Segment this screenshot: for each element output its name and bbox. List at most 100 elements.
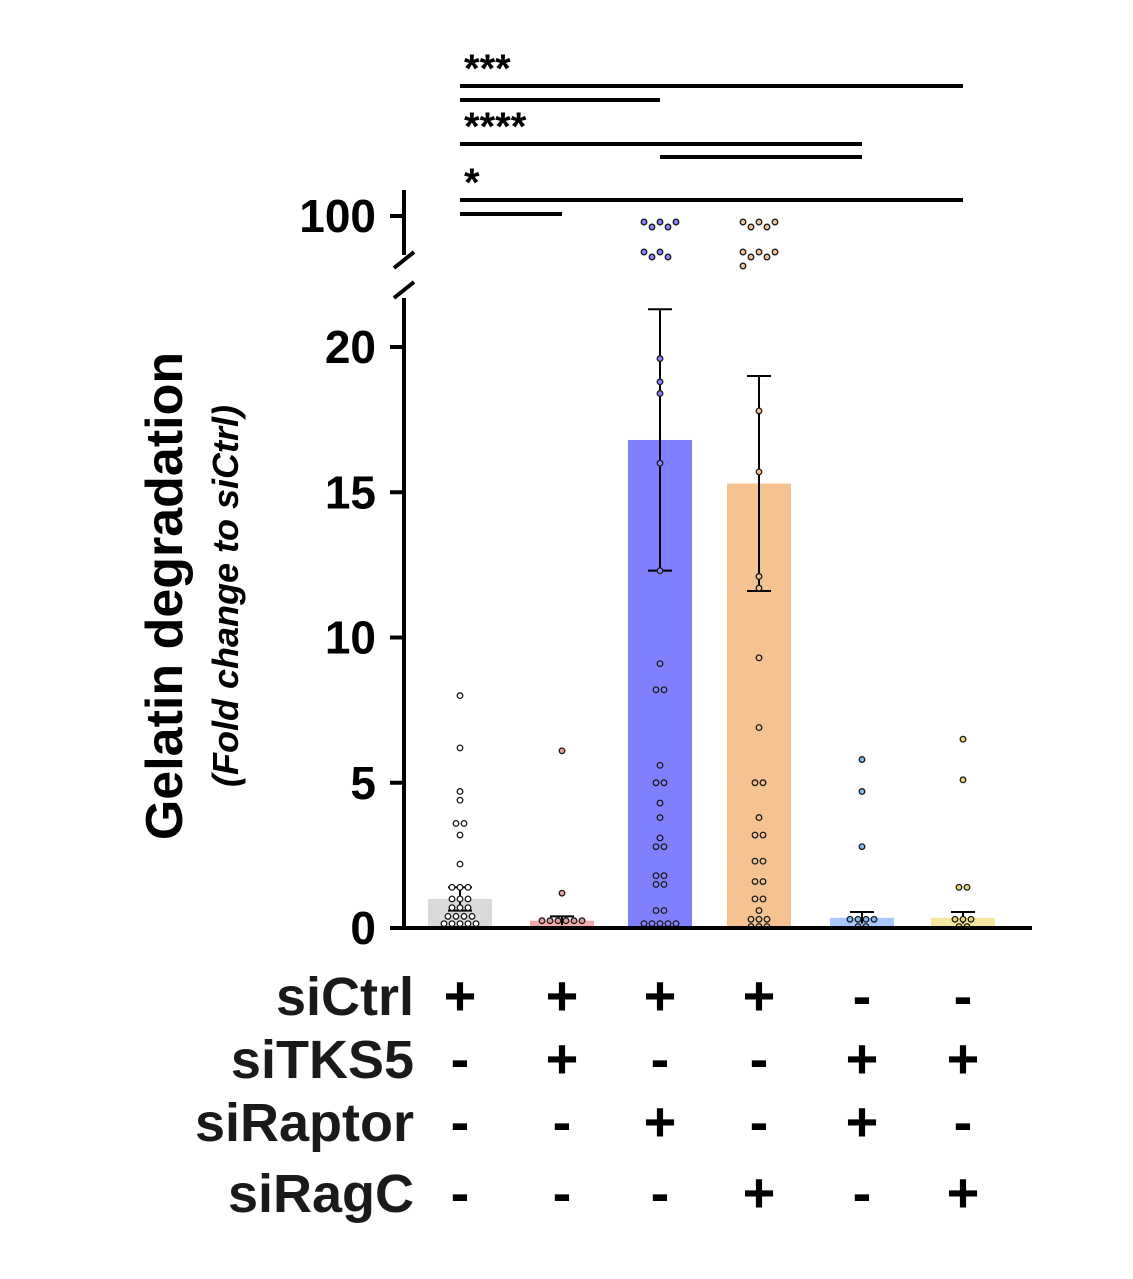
condition-table: siCtrl + + + + - -siTKS5- + - - + +siRaptor - - + - + -si… <box>195 964 979 1224</box>
data-point <box>448 904 456 912</box>
data-point <box>955 883 963 891</box>
data-point <box>456 920 464 928</box>
data-point <box>755 724 763 732</box>
data-point <box>656 459 664 467</box>
y-tick-label: 100 <box>299 190 376 242</box>
data-point <box>755 468 763 476</box>
data-point <box>755 573 763 580</box>
data-point <box>759 895 767 903</box>
data-point <box>640 248 648 256</box>
data-point <box>464 895 472 903</box>
significance-label: * <box>464 161 480 205</box>
condition-sign: - <box>451 1090 470 1153</box>
significance-label: *** <box>464 47 511 91</box>
condition-sign: - <box>750 1090 769 1153</box>
data-point <box>759 779 767 787</box>
axis-title: Gelatin degradation (Fold change to siCt… <box>136 352 246 840</box>
significance-label: **** <box>464 105 527 149</box>
data-point <box>448 895 456 903</box>
axis-break-mark <box>392 280 416 300</box>
data-point <box>959 735 967 743</box>
data-point <box>963 883 971 891</box>
data-point <box>747 253 755 261</box>
data-point <box>759 857 767 865</box>
condition-sign: + <box>846 1027 879 1090</box>
data-point <box>660 843 668 851</box>
data-point <box>858 843 866 851</box>
data-point <box>546 917 554 925</box>
data-point <box>456 831 464 839</box>
y-tick-label: 15 <box>325 466 376 518</box>
condition-sign: - <box>651 1027 670 1090</box>
data-point <box>747 915 755 923</box>
points-layer <box>440 218 975 930</box>
data-point <box>660 880 668 888</box>
data-point <box>456 860 464 868</box>
data-point <box>739 262 747 270</box>
data-point <box>656 378 664 386</box>
data-point <box>464 920 472 928</box>
data-point <box>660 907 668 915</box>
condition-sign: + <box>444 964 477 1027</box>
data-point <box>554 917 562 925</box>
data-point <box>751 857 759 865</box>
data-point <box>771 248 779 256</box>
data-point <box>456 744 464 752</box>
data-point <box>755 654 763 662</box>
data-point <box>640 920 648 928</box>
data-point <box>652 872 660 880</box>
data-point <box>951 915 959 923</box>
data-point <box>672 218 680 226</box>
condition-sign: - <box>853 1161 872 1224</box>
y-tick-label: 20 <box>325 321 376 373</box>
significance-brackets: ******** <box>460 47 963 216</box>
data-point <box>538 917 546 925</box>
data-point <box>456 895 464 903</box>
data-point <box>648 253 656 261</box>
data-point <box>959 776 967 784</box>
condition-label: siCtrl <box>276 967 414 1027</box>
bars-layer <box>428 439 995 928</box>
data-point <box>755 814 763 822</box>
data-point <box>755 407 763 415</box>
data-point <box>664 920 672 928</box>
condition-sign: + <box>546 964 579 1027</box>
data-point <box>967 915 975 923</box>
data-point <box>858 788 866 795</box>
data-point <box>854 915 862 923</box>
data-point <box>464 904 472 912</box>
data-point <box>660 779 668 787</box>
data-point <box>751 779 759 787</box>
data-point <box>460 819 468 827</box>
data-point <box>558 747 566 755</box>
data-point <box>751 831 759 839</box>
data-point <box>656 834 664 842</box>
data-point <box>440 920 448 928</box>
data-point <box>755 907 763 915</box>
data-point <box>460 912 468 920</box>
data-point <box>870 915 878 923</box>
data-point <box>448 883 456 891</box>
data-point <box>672 920 680 928</box>
data-point <box>456 904 464 912</box>
data-point <box>664 223 672 231</box>
data-point <box>656 248 664 256</box>
data-point <box>456 788 464 795</box>
condition-sign: + <box>644 1090 677 1153</box>
error-bars-layer <box>448 308 975 926</box>
data-point <box>562 917 570 925</box>
condition-sign: - <box>451 1027 470 1090</box>
condition-sign: - <box>954 964 973 1027</box>
condition-sign: - <box>553 1161 572 1224</box>
data-point <box>656 799 664 807</box>
data-point <box>648 920 656 928</box>
data-point <box>464 883 472 891</box>
data-point <box>846 915 854 923</box>
data-point <box>759 831 767 839</box>
y-axis-label: Gelatin degradation <box>136 352 194 840</box>
condition-sign: + <box>743 1161 776 1224</box>
y-axis: 0 5 10 15 20 100 <box>299 190 1032 954</box>
data-point <box>656 814 664 822</box>
data-point <box>763 223 771 231</box>
